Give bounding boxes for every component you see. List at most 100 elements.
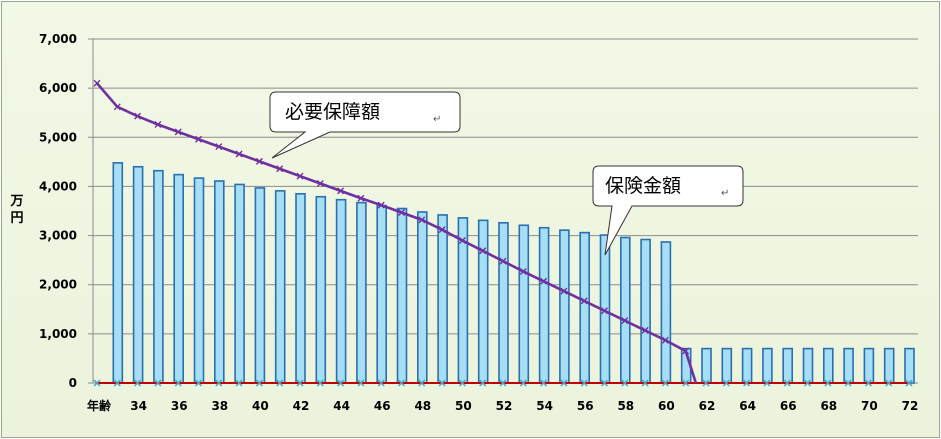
line-point bbox=[154, 121, 162, 129]
line-point bbox=[621, 317, 629, 325]
baseline-marker-stroke bbox=[743, 379, 751, 387]
baseline-marker bbox=[357, 379, 365, 387]
x-tick-label: 36 bbox=[171, 399, 188, 413]
callout-return-mark-2: ↵ bbox=[721, 188, 729, 199]
baseline-marker-stroke bbox=[864, 379, 872, 387]
baseline-marker-stroke bbox=[458, 379, 466, 387]
line-point bbox=[499, 257, 507, 265]
bar bbox=[335, 198, 347, 384]
baseline-marker-stroke bbox=[154, 379, 162, 387]
line-point bbox=[113, 103, 121, 111]
baseline-marker bbox=[743, 379, 751, 387]
line-point-stroke bbox=[621, 317, 629, 325]
y-tick-label: 0 bbox=[69, 376, 77, 390]
baseline-marker bbox=[519, 379, 527, 387]
bar bbox=[843, 347, 854, 384]
bar bbox=[822, 347, 834, 384]
baseline-marker-stroke bbox=[783, 379, 791, 387]
x-tick-label: 52 bbox=[496, 399, 513, 413]
y-tick-label: 4,000 bbox=[39, 179, 77, 193]
line-point-stroke bbox=[438, 226, 446, 234]
line-point bbox=[174, 128, 182, 136]
line-point bbox=[337, 187, 345, 195]
bar bbox=[234, 183, 245, 384]
baseline-marker-stroke bbox=[296, 379, 304, 387]
baseline-marker-stroke bbox=[418, 379, 426, 387]
x-tick-label: 66 bbox=[780, 399, 797, 413]
line-point-stroke bbox=[479, 247, 487, 255]
line-point-stroke bbox=[174, 128, 182, 136]
baseline-marker bbox=[864, 379, 872, 387]
x-tick-label: 70 bbox=[861, 399, 878, 413]
line-point bbox=[601, 307, 608, 315]
bar bbox=[538, 226, 550, 384]
bar bbox=[295, 193, 306, 384]
baseline-marker bbox=[316, 379, 324, 387]
line-point-stroke bbox=[458, 236, 466, 244]
bar bbox=[112, 162, 124, 384]
line-point-stroke bbox=[499, 257, 507, 265]
callout-required-coverage-text: 必要保障額 bbox=[285, 101, 380, 123]
baseline-marker-stroke bbox=[560, 379, 568, 387]
baseline-marker bbox=[215, 379, 223, 387]
line-point bbox=[580, 297, 588, 305]
x-tick-label: 40 bbox=[252, 399, 269, 413]
y-tick-label: 7,000 bbox=[39, 32, 77, 46]
line-point-stroke bbox=[296, 172, 304, 180]
baseline-marker-stroke bbox=[682, 379, 690, 387]
bar bbox=[762, 347, 773, 384]
baseline-marker bbox=[763, 379, 771, 387]
baseline-marker-stroke bbox=[885, 379, 893, 387]
bar bbox=[863, 347, 875, 384]
bar bbox=[883, 347, 895, 384]
line-series bbox=[93, 79, 698, 384]
bar bbox=[214, 180, 225, 384]
baseline-marker bbox=[255, 379, 263, 387]
baseline-marker-stroke bbox=[499, 379, 507, 387]
line-point-stroke bbox=[134, 112, 142, 120]
baseline-marker-stroke bbox=[661, 379, 669, 387]
line-point bbox=[255, 157, 263, 165]
bar bbox=[619, 236, 631, 384]
line-point bbox=[519, 267, 527, 275]
y-unit-label-2: 円 bbox=[10, 211, 23, 226]
baseline-marker-stroke bbox=[519, 379, 527, 387]
callout-return-mark-1: ↵ bbox=[433, 114, 441, 125]
x-tick-label: 38 bbox=[211, 399, 228, 413]
x-axis-ticks: 34 36 38 40 42 44 46 48 50 52 54 56 58 60 62 64 66 68 70 72 bbox=[130, 399, 918, 413]
line-point-stroke bbox=[682, 347, 690, 355]
bar bbox=[782, 347, 794, 384]
y-tick-label: 6,000 bbox=[39, 81, 77, 95]
baseline-marker bbox=[824, 379, 832, 387]
baseline-marker bbox=[337, 379, 345, 387]
baseline-marker bbox=[499, 379, 507, 387]
baseline-marker-stroke bbox=[641, 379, 649, 387]
baseline-marker bbox=[377, 379, 385, 387]
baseline-marker bbox=[803, 379, 812, 387]
bar bbox=[132, 165, 144, 384]
line-point bbox=[458, 236, 466, 244]
y-tick-label: 1,000 bbox=[39, 327, 77, 341]
line-point-stroke bbox=[255, 157, 263, 165]
line-point-stroke bbox=[235, 150, 243, 158]
line-point-stroke bbox=[93, 79, 101, 87]
baseline-marker-stroke bbox=[722, 379, 730, 387]
baseline-marker-stroke bbox=[93, 379, 101, 387]
x-tick-label: 46 bbox=[374, 399, 391, 413]
x-tick-label: 48 bbox=[414, 399, 431, 413]
bar bbox=[153, 169, 164, 384]
y-axis-ticks: 0 1,000 2,000 3,000 4,000 5,000 6,000 7,000 bbox=[39, 32, 77, 390]
baseline-marker bbox=[458, 379, 466, 387]
baseline-marker bbox=[113, 379, 121, 387]
bar bbox=[254, 187, 266, 384]
bar bbox=[274, 190, 286, 384]
bar bbox=[904, 347, 915, 384]
baseline-marker-stroke bbox=[174, 379, 182, 387]
bar bbox=[437, 214, 448, 384]
bar bbox=[416, 211, 428, 384]
x-tick-label: 56 bbox=[577, 399, 594, 413]
bar bbox=[579, 231, 591, 384]
x-tick-label: 42 bbox=[293, 399, 310, 413]
line-point bbox=[560, 287, 568, 295]
